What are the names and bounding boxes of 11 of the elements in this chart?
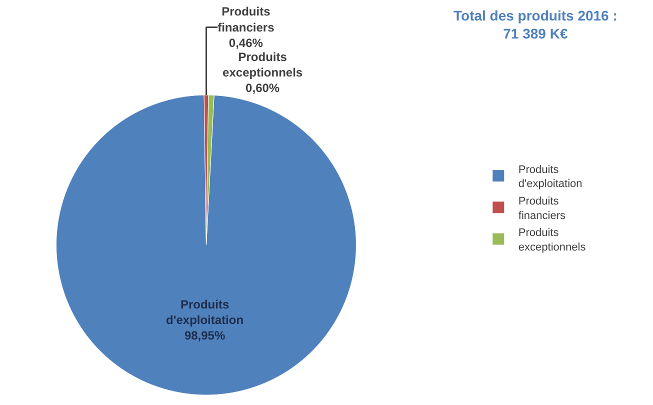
legend-label: Produits d'exploitation <box>518 164 582 190</box>
data-label: 98,95% <box>184 328 226 343</box>
slice-label: Produits financiers <box>218 4 275 34</box>
data-label: 0,60% <box>246 81 280 96</box>
text: Total des produits 2016 : 71 389 K€ <box>454 7 618 42</box>
legend-label: Produits exceptionnels <box>518 227 586 254</box>
pie-slice <box>56 94 356 396</box>
slice-label: Produits d'exploitation <box>166 297 244 327</box>
data-label: 0,46% <box>228 36 264 50</box>
legend-label: Produits financiers <box>518 196 566 222</box>
slice-label: Produits exceptionnels <box>222 50 303 80</box>
